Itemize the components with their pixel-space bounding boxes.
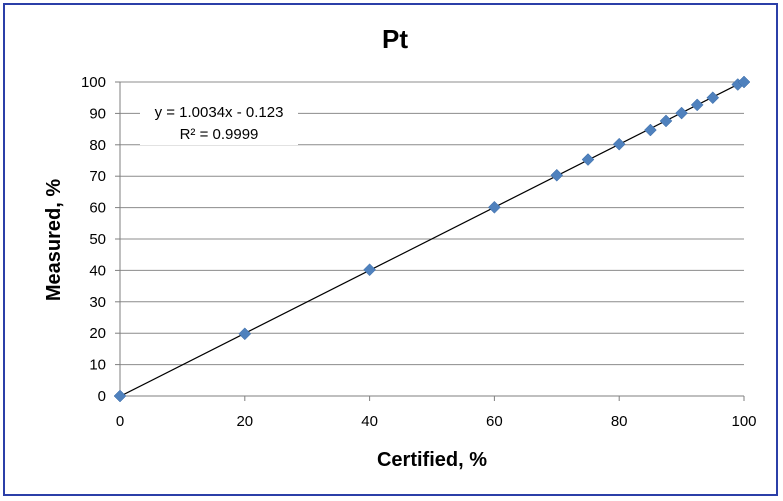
y-tick-label-10: 10 — [89, 357, 106, 374]
data-point — [675, 106, 688, 120]
data-point — [659, 114, 673, 128]
x-tick-label-60: 60 — [486, 413, 503, 430]
data-point — [550, 168, 564, 182]
data-point — [581, 153, 595, 166]
trendline — [119, 80, 745, 397]
x-tick-label-20: 20 — [236, 413, 253, 430]
x-tick-labels: 0 20 40 60 80 100 — [116, 413, 757, 430]
data-point — [488, 200, 501, 214]
trendline-line — [119, 80, 745, 397]
y-tick-label-80: 80 — [89, 137, 106, 154]
equation-background — [140, 99, 298, 145]
y-tick-label-0: 0 — [98, 388, 106, 405]
y-tick-label-50: 50 — [89, 231, 106, 248]
data-point — [690, 98, 704, 112]
x-axis-title: Certified, % — [377, 449, 487, 471]
x-tick-label-0: 0 — [116, 413, 124, 430]
y-tick-label-100: 100 — [81, 74, 106, 91]
data-point — [706, 91, 720, 105]
x-tick-label-80: 80 — [611, 413, 628, 430]
x-tick-label-100: 100 — [731, 413, 756, 430]
y-tick-label-30: 30 — [89, 294, 106, 311]
y-tick-label-60: 60 — [89, 200, 106, 217]
data-points — [113, 75, 751, 403]
data-point — [644, 123, 657, 137]
axes — [115, 81, 745, 401]
chart-title: Pt — [382, 24, 408, 54]
data-point — [737, 75, 751, 89]
data-point — [363, 263, 376, 277]
x-tick-label-40: 40 — [361, 413, 378, 430]
y-tick-label-70: 70 — [89, 168, 106, 185]
equation-box: y = 1.0034x - 0.123 R² = 0.9999 — [140, 99, 298, 145]
y-tick-labels: 0 10 20 30 40 50 60 70 80 90 100 — [81, 74, 106, 405]
y-tick-label-40: 40 — [89, 262, 106, 279]
data-point — [113, 389, 127, 403]
data-point — [612, 137, 626, 151]
r-squared-label: R² = 0.9999 — [180, 126, 259, 143]
y-tick-label-20: 20 — [89, 325, 106, 342]
chart-frame — [3, 3, 778, 496]
y-axis-title: Measured, % — [43, 179, 65, 301]
trendline-equation: y = 1.0034x - 0.123 — [155, 104, 284, 121]
y-tick-label-90: 90 — [89, 105, 106, 122]
data-point — [238, 327, 252, 341]
